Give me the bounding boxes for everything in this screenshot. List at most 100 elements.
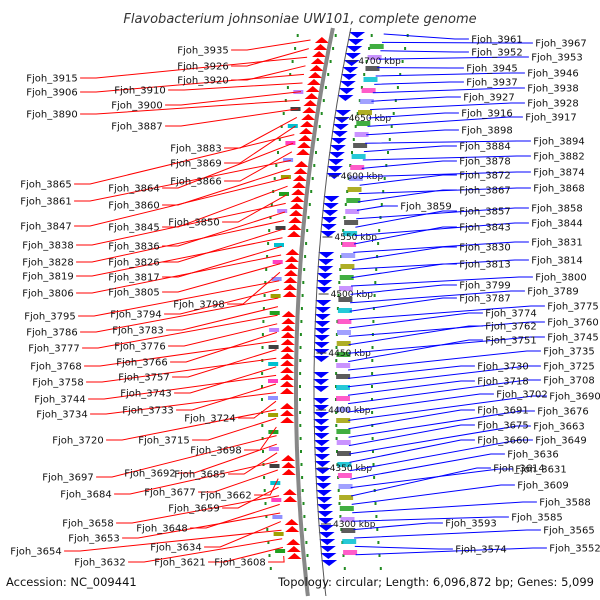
forward-feature-block: [280, 175, 291, 179]
reverse-gene-arrow: [322, 210, 339, 216]
forward-gene-arrow: [286, 539, 301, 545]
forward-gene-label: Fjoh_3659: [168, 504, 219, 515]
ring-dot: [371, 398, 373, 401]
reverse-label-leader: [351, 484, 515, 505]
reverse-gene-label: Fjoh_3735: [543, 347, 594, 358]
reverse-gene-arrow: [317, 259, 334, 265]
forward-label-leader: [64, 529, 282, 552]
ring-dot: [338, 281, 341, 284]
forward-gene-label: Fjoh_3865: [20, 180, 71, 191]
forward-label-leader: [178, 443, 277, 474]
ring-dot: [307, 216, 310, 219]
reverse-gene-label: Fjoh_3952: [471, 48, 522, 59]
ring-dot: [266, 255, 269, 258]
forward-gene-label: Fjoh_3632: [74, 558, 125, 569]
reverse-gene-arrow: [328, 152, 345, 158]
ring-dot: [392, 112, 395, 115]
reverse-feature-block: [336, 440, 351, 445]
forward-label-leader: [76, 220, 285, 263]
forward-label-leader: [74, 159, 291, 202]
ring-dot: [370, 34, 373, 37]
ring-dot: [363, 73, 366, 76]
reverse-gene-arrow: [313, 342, 330, 348]
reverse-feature-block: [336, 407, 351, 412]
reverse-gene-arrow: [337, 95, 354, 101]
ring-dot: [299, 385, 301, 388]
reverse-feature-block: [353, 143, 368, 148]
reverse-gene-arrow: [317, 518, 334, 524]
reverse-feature-block: [347, 187, 362, 192]
reverse-gene-label: Fjoh_3916: [461, 109, 512, 120]
reverse-gene-label: Fjoh_3762: [485, 322, 536, 333]
ring-dot: [335, 372, 338, 375]
reverse-gene-arrow: [313, 419, 330, 425]
forward-gene-arrow: [280, 332, 295, 338]
ring-dot: [337, 294, 340, 297]
ring-dot: [261, 398, 263, 401]
ring-dot: [261, 385, 263, 388]
reverse-label-leader: [347, 365, 541, 388]
forward-gene-label: Fjoh_3845: [108, 223, 159, 234]
reverse-gene-arrow: [316, 504, 333, 510]
reverse-gene-label: Fjoh_3702: [496, 390, 547, 401]
ring-dot: [335, 359, 338, 362]
forward-gene-arrow: [283, 284, 298, 290]
reverse-label-leader: [348, 393, 494, 413]
reverse-label-leader: [351, 263, 457, 279]
reverse-label-leader: [347, 380, 475, 396]
reverse-gene-arrow: [315, 300, 332, 306]
reverse-gene-label: Fjoh_3565: [543, 526, 594, 537]
reverse-gene-label: Fjoh_3745: [547, 333, 598, 344]
forward-gene-arrow: [287, 224, 302, 230]
ring-dot: [371, 411, 374, 414]
reverse-gene-label: Fjoh_3831: [531, 238, 582, 249]
reverse-gene-label: Fjoh_3844: [531, 219, 582, 230]
ring-dot: [332, 47, 335, 50]
ring-dot: [374, 502, 377, 505]
reverse-gene-arrow: [314, 321, 331, 327]
ring-dot: [268, 229, 271, 232]
ring-dot: [371, 424, 374, 427]
reverse-gene-arrow: [319, 539, 336, 545]
forward-gene-arrow: [291, 189, 306, 195]
ring-dot: [300, 307, 303, 310]
ring-dot: [378, 229, 381, 232]
ring-dot: [324, 86, 327, 89]
forward-label-leader: [192, 417, 277, 441]
forward-gene-arrow: [307, 79, 321, 85]
forward-gene-label: Fjoh_3795: [24, 312, 75, 323]
forward-gene-arrow: [285, 526, 300, 532]
forward-feature-block: [269, 311, 280, 315]
ring-dot: [372, 450, 374, 453]
ring-dot: [307, 567, 310, 570]
reverse-gene-label: Fjoh_3588: [539, 498, 590, 509]
reverse-gene-arrow: [315, 476, 332, 482]
backbone-arc: [294, 27, 335, 597]
ring-dot: [306, 229, 309, 232]
reverse-label-leader: [354, 529, 541, 539]
forward-gene-arrow: [298, 135, 313, 141]
reverse-gene-label: Fjoh_3787: [459, 294, 510, 305]
forward-label-leader: [162, 245, 282, 278]
forward-label-leader: [165, 91, 302, 106]
reverse-gene-arrow: [314, 468, 331, 474]
forward-gene-label: Fjoh_3883: [170, 144, 221, 155]
forward-gene-label: Fjoh_3733: [122, 406, 173, 417]
forward-gene-arrow: [280, 339, 295, 345]
reverse-gene-arrow: [316, 280, 333, 286]
forward-gene-label: Fjoh_3783: [112, 326, 163, 337]
reverse-gene-label: Fjoh_3574: [455, 545, 506, 556]
reverse-feature-block: [343, 231, 358, 236]
forward-gene-label: Fjoh_3743: [120, 389, 171, 400]
feature-ring-dots: [261, 34, 409, 570]
ring-dot: [265, 268, 268, 271]
ring-dot: [300, 450, 302, 453]
reverse-gene-label: Fjoh_3872: [459, 171, 510, 182]
reverse-gene-label: Fjoh_3898: [461, 126, 512, 137]
forward-label-leaders: [64, 39, 311, 563]
forward-gene-arrow: [283, 277, 298, 283]
ring-dot: [346, 190, 349, 193]
reverse-gene-label: Fjoh_3799: [459, 281, 510, 292]
reverse-gene-arrow: [349, 32, 366, 38]
forward-gene-label: Fjoh_3786: [26, 328, 77, 339]
